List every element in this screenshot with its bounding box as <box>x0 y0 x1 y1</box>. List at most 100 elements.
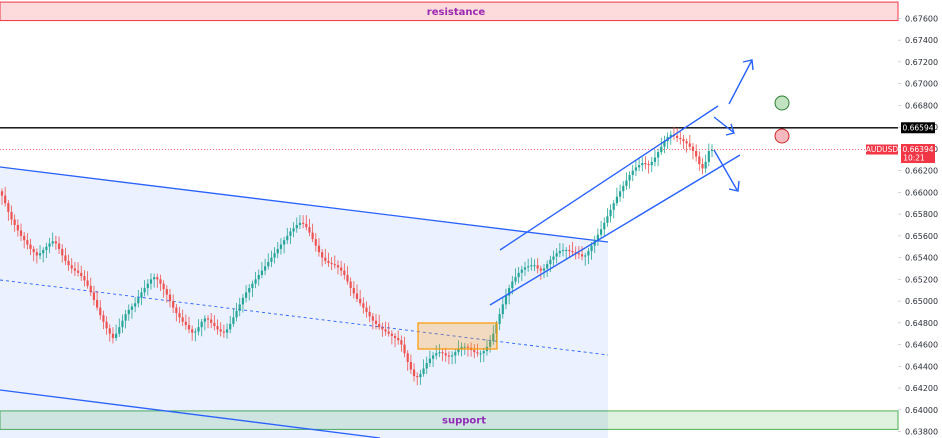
candle-body <box>641 163 644 166</box>
candle-body <box>558 251 561 254</box>
candle-body <box>400 340 403 345</box>
key-level-value: 0.66594 <box>902 124 933 133</box>
candle-body <box>691 146 695 152</box>
candle-body <box>270 257 273 262</box>
bullish-target-circle[interactable] <box>774 95 790 111</box>
channel-upper-line[interactable] <box>0 166 609 243</box>
rising-channel-upper[interactable] <box>499 105 719 251</box>
candle-body <box>23 235 26 241</box>
candle-body <box>508 288 511 296</box>
candle-body <box>13 219 16 225</box>
bearish-projection-arrow[interactable] <box>713 149 740 192</box>
candle-body <box>549 259 552 265</box>
candle-body <box>191 329 194 333</box>
candle-body <box>530 265 533 267</box>
candle-body <box>67 260 70 266</box>
candle-body <box>149 279 153 284</box>
candle-body <box>409 361 412 370</box>
candle-body <box>422 368 425 374</box>
candle-body <box>653 157 657 162</box>
candle-body <box>95 300 99 308</box>
candle-body <box>210 319 213 323</box>
candle-body <box>384 329 387 332</box>
candle-body <box>241 297 244 305</box>
candle-body <box>276 248 279 254</box>
candle-body <box>596 234 599 241</box>
candle-body <box>153 277 156 280</box>
candle-body <box>428 358 432 364</box>
candle-body <box>618 191 622 197</box>
candle-body <box>118 327 121 334</box>
candle-body <box>454 352 457 356</box>
candle-body <box>70 265 73 269</box>
candle-body <box>16 224 19 231</box>
candle-body <box>99 307 102 316</box>
bearish-target-circle[interactable] <box>774 128 790 144</box>
descending-channel-fill <box>0 167 608 438</box>
candle-body <box>308 227 311 233</box>
price-tick-label: 0.65000 <box>905 297 938 306</box>
candle-body <box>660 146 663 153</box>
candle-body <box>676 135 679 138</box>
candle-body <box>273 253 276 258</box>
consolidation-box[interactable] <box>417 322 498 350</box>
candle-body <box>184 321 187 326</box>
candle-body <box>292 228 295 232</box>
candle-body <box>175 307 178 314</box>
price-tick-label: 0.65200 <box>905 275 938 284</box>
candle-body <box>137 297 140 304</box>
candle-body <box>625 180 628 186</box>
channel-lower-line[interactable] <box>0 389 381 438</box>
candle-body <box>587 251 590 256</box>
candle-body <box>124 314 127 321</box>
candle-body <box>156 277 159 280</box>
candle-body <box>127 309 130 315</box>
price-tick-label: 0.67200 <box>905 58 938 67</box>
candle-body <box>4 195 7 204</box>
candle-body <box>216 326 219 330</box>
candle-body <box>257 274 260 280</box>
price-axis[interactable]: 0.676000.674000.672000.670000.668000.666… <box>898 14 938 437</box>
candle-body <box>698 156 701 165</box>
candle-body <box>302 222 305 224</box>
candle-body <box>232 317 235 324</box>
candle-body <box>355 293 359 299</box>
candle-body <box>622 185 625 192</box>
candle-body <box>92 292 96 301</box>
resistance-zone[interactable]: resistance <box>0 1 899 22</box>
current-price-value: 0.66394 <box>902 145 933 154</box>
symbol-label: AUDUSD <box>866 145 899 154</box>
candle-body <box>599 229 603 235</box>
candle-body <box>644 163 647 165</box>
candle-body <box>333 264 336 266</box>
candle-body <box>682 139 685 142</box>
candle-body <box>365 307 368 312</box>
candle-body <box>73 268 77 271</box>
candle-body <box>457 348 460 353</box>
price-tick-label: 0.64200 <box>905 384 938 393</box>
candles <box>0 126 714 386</box>
current-price-tag[interactable]: AUDUSD 0.66394 10:21 <box>866 144 935 164</box>
candle-body <box>140 292 143 298</box>
price-tick-label: 0.64800 <box>905 319 938 328</box>
candle-body <box>83 276 86 281</box>
candle-body <box>165 289 168 295</box>
channel-mid-line[interactable] <box>0 279 609 356</box>
candle-body <box>178 313 181 318</box>
price-tick-label: 0.65400 <box>905 254 938 263</box>
candle-body <box>606 216 609 223</box>
candle-body <box>695 151 698 157</box>
short-term-up-arrow[interactable] <box>713 116 735 136</box>
candle-body <box>584 255 587 257</box>
price-tick-label: 0.65800 <box>905 210 938 219</box>
candle-body <box>121 320 124 328</box>
candle-body <box>89 285 92 293</box>
candle-body <box>552 256 555 260</box>
bullish-projection-arrow[interactable] <box>728 59 754 105</box>
candle-body <box>431 355 435 359</box>
rising-channel-lower[interactable] <box>489 154 741 306</box>
support-zone[interactable]: support <box>0 410 899 430</box>
candle-body <box>679 137 682 140</box>
